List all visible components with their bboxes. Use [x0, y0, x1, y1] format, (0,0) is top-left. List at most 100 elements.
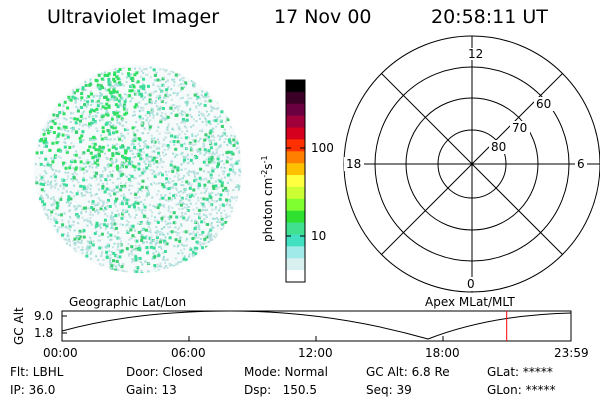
disk-pixel	[110, 227, 113, 229]
disk-pixel	[66, 106, 70, 110]
disk-pixel	[148, 156, 151, 158]
disk-pixel	[131, 79, 135, 82]
disk-pixel	[140, 261, 142, 264]
disk-pixel	[143, 96, 146, 99]
disk-pixel	[99, 102, 102, 105]
disk-pixel	[89, 138, 92, 141]
disk-pixel	[171, 206, 174, 209]
disk-pixel	[49, 187, 52, 189]
disk-pixel	[133, 169, 136, 172]
disk-pixel	[89, 217, 92, 219]
disk-pixel	[131, 152, 134, 155]
disk-pixel	[80, 241, 83, 244]
disk-pixel	[226, 116, 228, 119]
disk-pixel	[127, 74, 131, 78]
disk-pixel	[114, 199, 118, 203]
disk-pixel	[169, 192, 171, 195]
disk-pixel	[150, 100, 153, 102]
disk-pixel	[156, 156, 159, 159]
disk-pixel	[167, 216, 170, 219]
disk-pixel	[181, 96, 184, 99]
disk-pixel	[80, 239, 83, 242]
disk-pixel	[119, 145, 123, 149]
disk-pixel	[164, 70, 167, 73]
observation-date: 17 Nov 00	[274, 6, 372, 28]
disk-pixel	[122, 118, 124, 121]
disk-pixel	[226, 135, 228, 137]
disk-pixel	[99, 91, 102, 94]
disk-pixel	[202, 143, 205, 145]
disk-pixel	[201, 128, 204, 131]
disk-pixel	[35, 176, 38, 179]
disk-pixel	[120, 216, 124, 220]
disk-pixel	[161, 91, 163, 93]
disk-pixel	[84, 165, 87, 168]
disk-pixel	[86, 245, 89, 248]
disk-pixel	[196, 133, 199, 136]
disk-pixel	[238, 174, 241, 177]
disk-pixel	[43, 208, 46, 211]
disk-pixel	[190, 115, 193, 118]
disk-pixel	[141, 234, 144, 237]
disk-pixel	[88, 145, 92, 149]
disk-pixel	[115, 223, 118, 226]
disk-pixel	[43, 202, 47, 206]
disk-pixel	[128, 162, 131, 165]
disk-pixel	[114, 125, 116, 128]
disk-pixel	[156, 95, 159, 98]
disk-pixel	[220, 222, 223, 225]
disk-pixel	[61, 179, 63, 182]
disk-pixel	[54, 200, 57, 203]
disk-pixel	[120, 194, 123, 197]
disk-pixel	[166, 258, 169, 261]
disk-pixel	[156, 85, 159, 88]
disk-pixel	[62, 187, 65, 190]
disk-pixel	[95, 193, 98, 195]
disk-pixel	[118, 110, 121, 113]
disk-pixel	[58, 197, 61, 200]
disk-pixel	[230, 157, 233, 160]
disk-pixel	[77, 235, 80, 238]
disk-pixel	[133, 139, 137, 142]
disk-pixel	[98, 234, 101, 237]
disk-pixel	[121, 200, 123, 203]
disk-pixel	[105, 89, 108, 92]
disk-pixel	[162, 116, 165, 119]
disk-pixel	[167, 95, 170, 98]
disk-pixel	[80, 96, 84, 100]
disk-pixel	[75, 235, 78, 238]
disk-pixel	[201, 202, 205, 206]
disk-pixel	[83, 103, 87, 107]
disk-pixel	[127, 221, 130, 224]
disk-pixel	[129, 228, 133, 232]
disk-pixel	[208, 156, 211, 158]
disk-pixel	[46, 161, 49, 164]
disk-pixel	[109, 122, 112, 124]
disk-pixel	[67, 95, 71, 99]
disk-pixel	[169, 225, 172, 228]
disk-pixel	[52, 113, 56, 117]
disk-pixel	[92, 135, 95, 139]
disk-pixel	[184, 133, 187, 135]
disk-pixel	[198, 129, 201, 132]
disk-pixel	[105, 246, 108, 249]
disk-pixel	[130, 143, 133, 146]
disk-pixel	[140, 230, 142, 232]
disk-pixel	[180, 143, 184, 147]
disk-pixel	[180, 83, 183, 86]
disk-pixel	[82, 235, 86, 239]
disk-pixel	[202, 114, 205, 117]
disk-pixel	[164, 117, 167, 120]
disk-pixel	[78, 231, 81, 234]
disk-pixel	[180, 168, 183, 171]
disk-pixel	[63, 145, 67, 149]
disk-pixel	[54, 154, 57, 158]
disk-pixel	[77, 222, 80, 225]
disk-pixel	[159, 120, 163, 124]
disk-pixel	[99, 119, 101, 122]
disk-pixel	[153, 150, 155, 153]
disk-pixel	[149, 111, 152, 114]
disk-pixel	[113, 192, 117, 196]
disk-pixel	[74, 247, 77, 250]
colorbar-tick-label-10: 10	[311, 229, 327, 243]
